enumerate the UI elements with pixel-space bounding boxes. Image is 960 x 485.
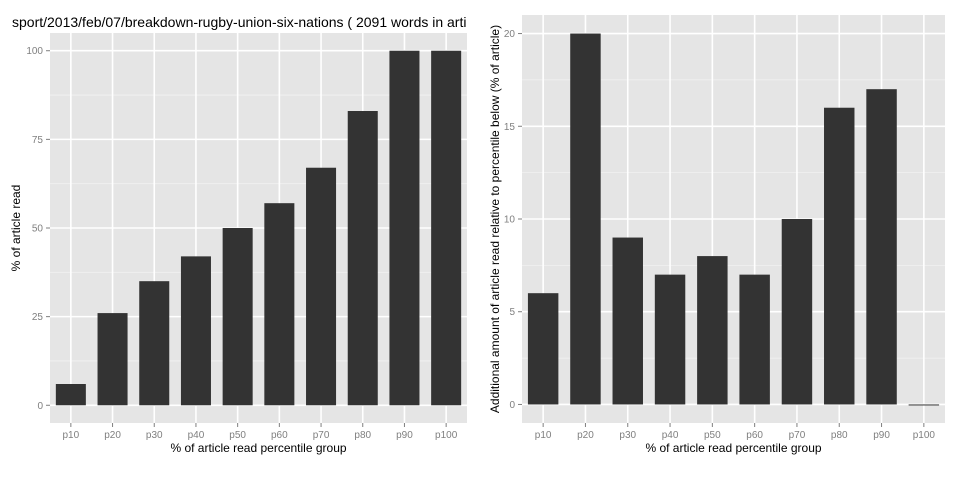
bar-p30 bbox=[612, 237, 643, 405]
bar-p10 bbox=[55, 384, 86, 406]
x-tick-label: p60 bbox=[746, 430, 763, 441]
bar-p40 bbox=[180, 256, 211, 406]
bar-p20 bbox=[570, 33, 601, 405]
x-tick-label: p80 bbox=[831, 430, 848, 441]
bar-p90 bbox=[389, 50, 420, 406]
bar-p70 bbox=[306, 167, 337, 406]
bar-p30 bbox=[139, 281, 170, 406]
bar-p40 bbox=[654, 274, 686, 405]
bar-p60 bbox=[264, 203, 295, 406]
x-tick-label: p80 bbox=[354, 430, 371, 441]
x-tick-label: p70 bbox=[789, 430, 806, 441]
x-axis-label: % of article read percentile group bbox=[645, 441, 821, 455]
y-axis-label: % of article read bbox=[9, 185, 23, 272]
y-tick-label: 0 bbox=[37, 401, 43, 412]
x-tick-label: p60 bbox=[271, 430, 288, 441]
bar-p80 bbox=[347, 111, 378, 406]
bar-p80 bbox=[824, 107, 855, 405]
x-tick-label: p40 bbox=[662, 430, 679, 441]
x-tick-label: p10 bbox=[535, 430, 552, 441]
x-tick-label: p10 bbox=[63, 430, 80, 441]
x-tick-label: p70 bbox=[313, 430, 330, 441]
y-tick-label: 15 bbox=[504, 122, 516, 133]
x-tick-label: p90 bbox=[873, 430, 890, 441]
y-tick-label: 25 bbox=[32, 312, 44, 323]
bar-p50 bbox=[222, 228, 253, 406]
y-tick-label: 0 bbox=[509, 400, 515, 411]
x-tick-label: p30 bbox=[146, 430, 163, 441]
bar-p50 bbox=[697, 256, 728, 405]
y-tick-label: 100 bbox=[26, 46, 43, 57]
x-tick-label: p50 bbox=[704, 430, 721, 441]
y-tick-label: 75 bbox=[32, 135, 44, 146]
bar-p10 bbox=[527, 293, 559, 405]
chart-title: sport/2013/feb/07/breakdown-rugby-union-… bbox=[12, 14, 466, 30]
bar-p70 bbox=[781, 219, 813, 405]
x-tick-label: p20 bbox=[104, 430, 121, 441]
bar-p100 bbox=[908, 404, 940, 406]
y-axis-label: Additional amount of article read relati… bbox=[488, 25, 502, 413]
x-tick-label: p40 bbox=[188, 430, 205, 441]
x-tick-label: p100 bbox=[435, 430, 458, 441]
x-tick-label: p100 bbox=[913, 430, 936, 441]
bar-p90 bbox=[866, 89, 897, 405]
x-tick-label: p90 bbox=[396, 430, 413, 441]
bar-p100 bbox=[431, 50, 462, 406]
y-tick-label: 5 bbox=[509, 307, 515, 318]
y-tick-label: 50 bbox=[32, 224, 44, 235]
chart-panel-1: 0 25 50 75 100 p10 p20 p30 p40 p50 p60 p70 p80 p90 p10… bbox=[9, 14, 467, 455]
bar-p20 bbox=[97, 313, 128, 406]
bar-p60 bbox=[739, 274, 770, 405]
x-axis-label: % of article read percentile group bbox=[170, 441, 346, 455]
x-tick-label: p30 bbox=[619, 430, 636, 441]
chart-panel-2: 0 5 10 15 20 p10 p20 p30 p40 p50 p60 p70 p80 p90 p100%… bbox=[488, 15, 945, 455]
y-tick-label: 20 bbox=[504, 29, 516, 40]
y-tick-label: 10 bbox=[504, 215, 516, 226]
x-tick-label: p50 bbox=[229, 430, 246, 441]
x-tick-label: p20 bbox=[577, 430, 594, 441]
